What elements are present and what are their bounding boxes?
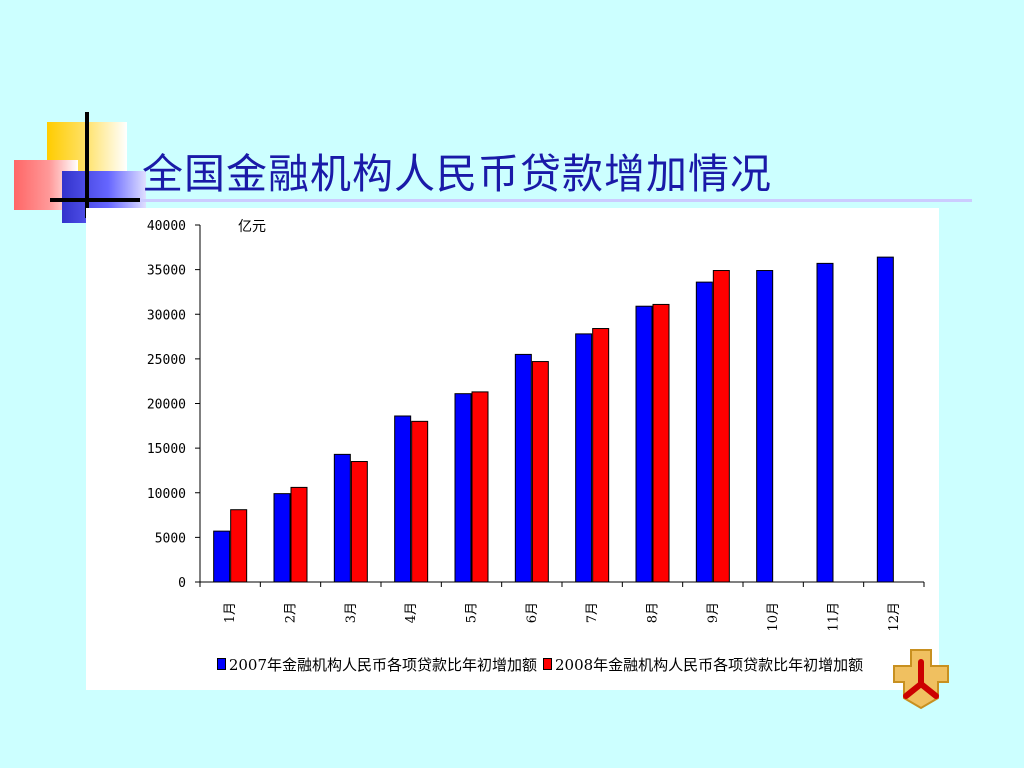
bar-2008-1 — [230, 509, 248, 583]
chart-panel: 0 5000 10000 15000 20000 25000 30000 35000 40000… — [86, 208, 939, 690]
x-tick-label: 8月 — [646, 602, 661, 623]
bar-2007-2 — [273, 493, 291, 583]
y-tick-label: 20000 — [147, 398, 186, 413]
y-tick-label: 10000 — [147, 487, 186, 502]
bar-2008-8 — [652, 303, 670, 583]
legend-label-2008: 2008年金融机构人民币各项贷款比年初增加额 — [555, 655, 864, 674]
bar-2007-6 — [514, 353, 532, 583]
x-tick-label: 10月 — [766, 602, 781, 632]
y-tick-label: 15000 — [147, 442, 186, 457]
bar-chart: 0 5000 10000 15000 20000 25000 30000 35000 40000… — [147, 219, 925, 632]
y-tick-label: 40000 — [147, 219, 186, 234]
decor-vertical-line — [85, 112, 89, 218]
y-tick-label: 35000 — [147, 264, 186, 279]
x-tick-label: 4月 — [404, 602, 419, 623]
bar-2008-5 — [471, 391, 489, 583]
bar-2007-7 — [575, 333, 593, 583]
bar-2007-10 — [756, 270, 774, 583]
legend-swatch-2007 — [216, 658, 226, 670]
bar-2008-2 — [290, 486, 308, 583]
bar-2008-6 — [531, 361, 549, 583]
x-tick-label: 5月 — [465, 602, 480, 623]
x-tick-label: 9月 — [706, 602, 721, 623]
legend-item-2008: 2008年金融机构人民币各项贷款比年初增加额 — [543, 654, 863, 675]
legend-item-2007: 2007年金融机构人民币各项贷款比年初增加额 — [216, 654, 537, 675]
bar-2008-3 — [350, 461, 368, 583]
bar-2007-9 — [695, 281, 713, 583]
legend-label-2007: 2007年金融机构人民币各项贷款比年初增加额 — [228, 655, 537, 674]
x-tick-label: 12月 — [887, 602, 902, 632]
x-tick-label: 6月 — [525, 602, 540, 623]
bar-2007-11 — [816, 262, 834, 583]
bar-2007-3 — [333, 453, 351, 583]
bar-2007-12 — [876, 256, 894, 583]
bar-2007-8 — [635, 305, 653, 583]
bar-2007-5 — [454, 393, 472, 583]
bar-2008-9 — [712, 270, 730, 583]
bar-2007-4 — [394, 415, 412, 583]
page-title: 全国金融机构人民币贷款增加情况 — [142, 150, 772, 198]
decor-horizontal-line — [50, 198, 140, 202]
x-tick-label: 1月 — [223, 602, 238, 623]
pboc-logo-icon — [893, 649, 949, 710]
y-unit-label: 亿元 — [238, 219, 266, 235]
y-tick-label: 30000 — [147, 308, 186, 323]
x-tick-label: 7月 — [585, 602, 600, 623]
chart-legend: 2007年金融机构人民币各项贷款比年初增加额 2008年金融机构人民币各项贷款比… — [160, 652, 920, 676]
y-tick-label: 0 — [178, 576, 186, 591]
bar-2008-7 — [592, 328, 610, 583]
bar-2008-4 — [411, 420, 429, 583]
x-tick-label: 3月 — [344, 602, 359, 623]
bar-2007-1 — [213, 530, 231, 583]
y-tick-label: 25000 — [147, 353, 186, 368]
legend-swatch-2008 — [543, 658, 552, 670]
y-tick-label: 5000 — [155, 531, 186, 546]
title-underline — [140, 199, 972, 202]
x-tick-label: 2月 — [284, 602, 299, 623]
x-tick-label: 11月 — [827, 602, 842, 632]
